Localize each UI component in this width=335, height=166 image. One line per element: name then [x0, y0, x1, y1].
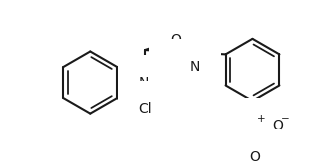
Text: N: N [139, 76, 149, 90]
Text: O: O [249, 150, 260, 164]
Text: N: N [190, 60, 200, 74]
Text: O: O [272, 119, 283, 133]
Text: +: + [257, 115, 266, 124]
Text: −: − [281, 115, 290, 124]
Text: N: N [249, 119, 260, 133]
Text: O: O [170, 33, 181, 47]
Text: Cl: Cl [139, 102, 152, 116]
